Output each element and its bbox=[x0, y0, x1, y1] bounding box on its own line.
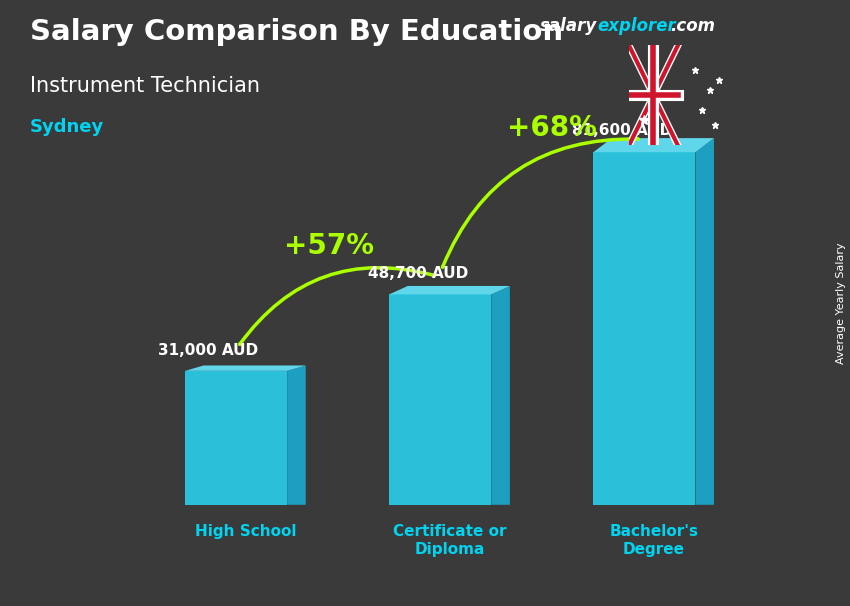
Polygon shape bbox=[185, 371, 287, 505]
Polygon shape bbox=[287, 365, 306, 505]
Text: Average Yearly Salary: Average Yearly Salary bbox=[836, 242, 846, 364]
Text: Bachelor's
Degree: Bachelor's Degree bbox=[609, 524, 698, 557]
Polygon shape bbox=[389, 286, 510, 295]
Polygon shape bbox=[695, 138, 714, 505]
Text: Certificate or
Diploma: Certificate or Diploma bbox=[393, 524, 507, 557]
Text: explorer: explorer bbox=[598, 17, 677, 35]
FancyArrowPatch shape bbox=[240, 268, 434, 344]
Polygon shape bbox=[185, 365, 306, 371]
Text: 81,600 AUD: 81,600 AUD bbox=[572, 124, 672, 138]
Text: .com: .com bbox=[670, 17, 715, 35]
Text: Instrument Technician: Instrument Technician bbox=[30, 76, 260, 96]
Text: Salary Comparison By Education: Salary Comparison By Education bbox=[30, 18, 563, 46]
Text: salary: salary bbox=[540, 17, 597, 35]
Text: +68%: +68% bbox=[507, 115, 597, 142]
Polygon shape bbox=[389, 295, 491, 505]
Polygon shape bbox=[593, 152, 695, 505]
FancyArrowPatch shape bbox=[443, 139, 638, 267]
Polygon shape bbox=[491, 286, 510, 505]
Text: High School: High School bbox=[195, 524, 296, 539]
Text: 48,700 AUD: 48,700 AUD bbox=[368, 265, 468, 281]
Text: +57%: +57% bbox=[284, 232, 374, 260]
Polygon shape bbox=[593, 138, 714, 152]
Text: 31,000 AUD: 31,000 AUD bbox=[158, 343, 258, 358]
Text: Sydney: Sydney bbox=[30, 118, 104, 136]
